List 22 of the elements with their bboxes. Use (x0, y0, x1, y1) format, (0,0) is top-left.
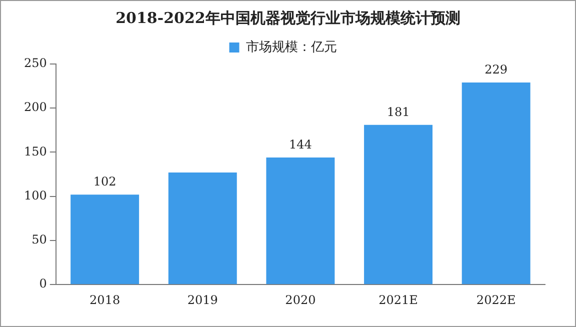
data-label: 102 (93, 174, 116, 189)
y-tick-label: 200 (24, 100, 47, 114)
data-label: 181 (386, 105, 410, 120)
data-label: 144 (289, 138, 312, 152)
x-tick-label: 2020 (285, 292, 316, 307)
bar (364, 124, 433, 284)
y-tick-label: 100 (24, 188, 47, 202)
y-tick-label: 50 (32, 232, 47, 247)
bar (168, 172, 237, 284)
bar (462, 82, 530, 284)
y-tick-label: 250 (24, 56, 47, 70)
x-tick-label: 2022E (476, 292, 516, 307)
data-label: 229 (484, 62, 508, 77)
x-tick-label: 2021E (378, 292, 418, 307)
y-tick-label: 150 (24, 144, 47, 158)
y-tick-label: 0 (39, 276, 47, 291)
x-tick-label: 2019 (187, 292, 218, 307)
legend-label: 市场规模：亿元 (246, 40, 337, 55)
bar (266, 158, 335, 284)
bar (70, 194, 140, 284)
chart-title: 2018-2022年中国机器视觉行业市场规模统计预测 (114, 9, 462, 28)
x-tick-label: 2018 (90, 292, 120, 307)
